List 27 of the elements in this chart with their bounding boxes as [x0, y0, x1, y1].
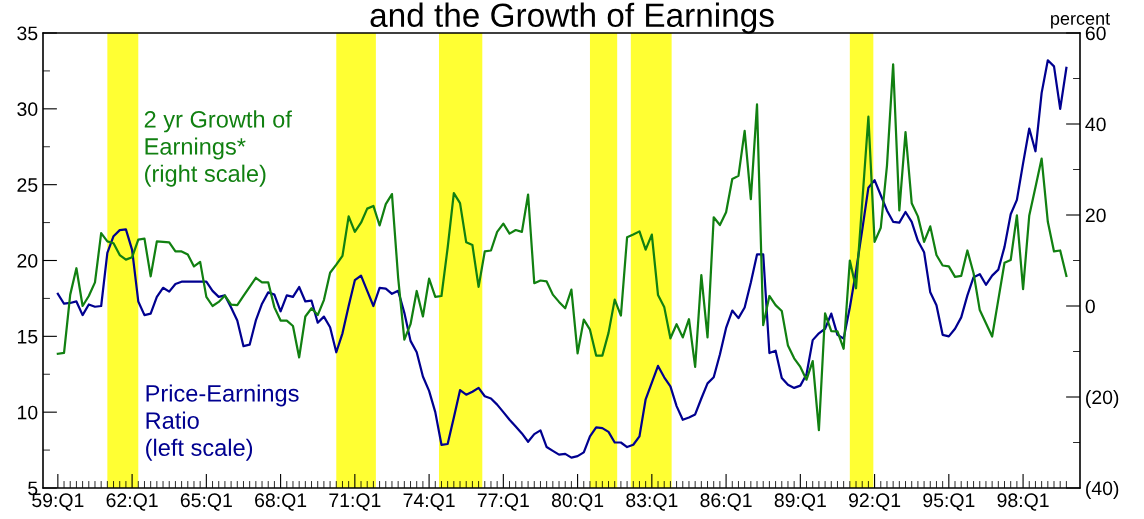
y-tick-label: 20: [17, 253, 38, 268]
y-tick-label: 30: [17, 102, 38, 117]
x-tick-label: 95:Q1: [923, 493, 975, 511]
y2-tick-label: 0: [1085, 299, 1095, 314]
y2-tick-label: (40): [1086, 480, 1119, 500]
y2-tick-label: 20: [1085, 208, 1106, 223]
y-tick-label: 35: [17, 26, 38, 41]
y-tick-label: 15: [18, 330, 38, 344]
text: 2 yr Growth of Earnings* (right scale): [144, 110, 292, 187]
x-tick-label: 71:Q1: [329, 493, 381, 511]
x-tick-label: 83:Q1: [626, 493, 678, 511]
x-tick-label: 77:Q1: [477, 493, 529, 511]
x-tick-label: 62:Q1: [106, 493, 158, 511]
x-tick-label: 65:Q1: [180, 493, 232, 511]
x-tick-label: 74:Q1: [403, 493, 455, 511]
y-tick-label: 25: [17, 178, 38, 192]
x-tick-label: 98:Q1: [997, 493, 1049, 511]
x-tick-label: 80:Q1: [551, 493, 604, 511]
y2-tick-label: (20): [1086, 389, 1119, 409]
x-tick-label: 68:Q1: [255, 493, 307, 511]
x-tick-label: 86:Q1: [700, 493, 752, 511]
y2-tick-label: 40: [1085, 117, 1106, 132]
x-tick-label: 92:Q1: [849, 493, 901, 511]
text: Price-Earnings Ratio (left scale): [146, 384, 299, 461]
x-tick-label: 89:Q1: [774, 493, 826, 511]
chart-title: and the Growth of Earnings: [370, 2, 774, 34]
y-tick-label: 10: [18, 405, 38, 420]
